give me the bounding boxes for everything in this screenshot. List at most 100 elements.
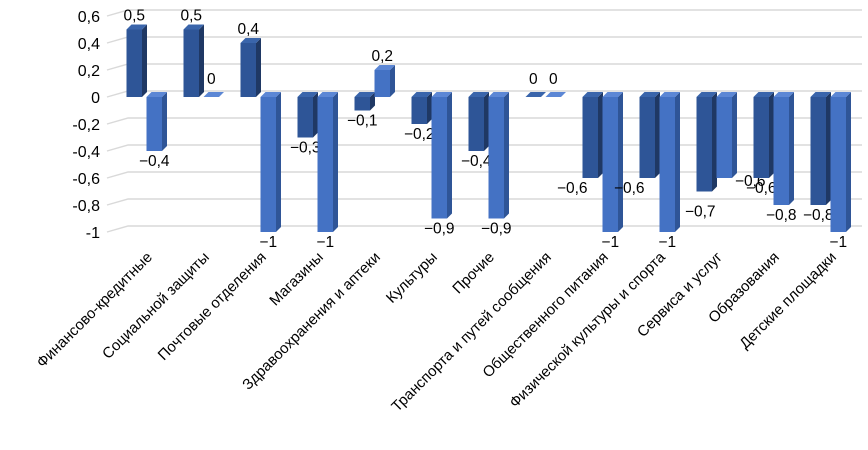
bar-front bbox=[240, 43, 256, 97]
data-label: 0,5 bbox=[180, 8, 202, 25]
bar-front bbox=[374, 70, 390, 97]
bar-cap bbox=[696, 92, 717, 97]
bar-side bbox=[504, 92, 509, 219]
bar-front bbox=[354, 97, 370, 111]
bar-cap bbox=[545, 92, 566, 97]
bar-cap bbox=[297, 92, 318, 97]
gridline bbox=[106, 63, 862, 71]
bar-side bbox=[313, 92, 318, 138]
bar-side bbox=[142, 24, 147, 97]
bar-side bbox=[618, 92, 623, 232]
category-label: Культуры bbox=[383, 249, 441, 307]
bar-cap bbox=[260, 92, 281, 97]
category-label: Магазины bbox=[266, 249, 327, 310]
bar-cap bbox=[146, 92, 167, 97]
bar-side bbox=[732, 92, 737, 178]
data-label: −0,2 bbox=[404, 126, 435, 143]
bar-side bbox=[789, 92, 794, 205]
bar-cap bbox=[810, 92, 831, 97]
bar-side bbox=[162, 92, 167, 151]
data-label: 0,5 bbox=[123, 8, 145, 25]
data-label: −0,6 bbox=[614, 180, 645, 197]
bar-cap bbox=[354, 92, 375, 97]
bar-cap bbox=[830, 92, 851, 97]
data-label: −0,8 bbox=[766, 207, 797, 224]
category-label: Социальной защиты bbox=[99, 249, 213, 363]
bar-front bbox=[411, 97, 427, 124]
bar-cap bbox=[639, 92, 660, 97]
bar-front bbox=[716, 97, 732, 178]
bar-side bbox=[484, 92, 489, 151]
bar-side bbox=[826, 92, 831, 205]
y-tick-label: -0,4 bbox=[72, 144, 100, 161]
bar-cap bbox=[431, 92, 452, 97]
data-label: −0,1 bbox=[347, 113, 378, 130]
bar-cap bbox=[468, 92, 489, 97]
y-tick-label: 0,2 bbox=[78, 63, 100, 80]
y-tick-label: 0 bbox=[91, 90, 100, 107]
bar-side bbox=[427, 92, 432, 124]
y-tick-label: 0,6 bbox=[78, 9, 100, 26]
data-label: −0,3 bbox=[290, 140, 321, 157]
data-label: −0,8 bbox=[803, 207, 834, 224]
bar-front bbox=[146, 97, 162, 151]
data-label: 0 bbox=[549, 71, 558, 88]
y-tick-label: -0,6 bbox=[72, 171, 100, 188]
bar-cap bbox=[126, 24, 147, 30]
category-label: Детские площадки bbox=[736, 249, 840, 353]
data-label: 0,2 bbox=[371, 48, 393, 65]
data-label: −1 bbox=[658, 234, 676, 251]
bar-side bbox=[390, 65, 395, 97]
data-label: −1 bbox=[829, 234, 847, 251]
category-label: Почтовые отделения bbox=[155, 249, 270, 364]
bar-cap bbox=[716, 92, 737, 97]
data-label: −1 bbox=[259, 234, 277, 251]
bar-front bbox=[773, 97, 789, 205]
bar-cap bbox=[753, 92, 774, 97]
gridline bbox=[106, 198, 862, 206]
bar-front bbox=[488, 97, 504, 219]
bar-side bbox=[769, 92, 774, 178]
bar-side bbox=[846, 92, 851, 232]
bar-side bbox=[447, 92, 452, 219]
data-label: 0 bbox=[529, 71, 538, 88]
bar-front bbox=[297, 97, 313, 138]
data-label: −0,9 bbox=[424, 221, 455, 238]
bar-front bbox=[659, 97, 675, 232]
bar-cap bbox=[203, 92, 224, 97]
bar-side bbox=[333, 92, 338, 232]
bar-front bbox=[126, 29, 142, 97]
bar-cap bbox=[773, 92, 794, 97]
bar-front bbox=[468, 97, 484, 151]
bar-cap bbox=[183, 24, 204, 30]
bar-cap bbox=[240, 38, 261, 43]
data-label: −0,7 bbox=[685, 204, 716, 221]
data-label: −0,6 bbox=[557, 180, 588, 197]
y-tick-label: 0,4 bbox=[78, 36, 100, 53]
data-label: 0,4 bbox=[237, 21, 259, 38]
bar-cap bbox=[411, 92, 432, 97]
category-label: Финансово-кредитные bbox=[33, 249, 155, 371]
bar-side bbox=[276, 92, 281, 232]
bar-side bbox=[370, 92, 375, 111]
bar-front bbox=[602, 97, 618, 232]
bar-front bbox=[260, 97, 276, 232]
bar-cap bbox=[488, 92, 509, 97]
category-label: Прочие bbox=[449, 249, 498, 298]
bar-front bbox=[582, 97, 598, 178]
bar-cap bbox=[374, 65, 395, 70]
bar-cap bbox=[525, 92, 546, 97]
y-tick-label: -1 bbox=[86, 225, 100, 242]
data-label: 0 bbox=[207, 71, 216, 88]
data-label: −0,4 bbox=[139, 153, 170, 170]
bar-cap bbox=[317, 92, 338, 97]
bar-cap bbox=[602, 92, 623, 97]
bar-front bbox=[431, 97, 447, 219]
bar-front bbox=[183, 29, 199, 97]
bar-cap bbox=[582, 92, 603, 97]
bar-side bbox=[712, 92, 717, 192]
gridline bbox=[106, 36, 862, 44]
data-label: −1 bbox=[601, 234, 619, 251]
